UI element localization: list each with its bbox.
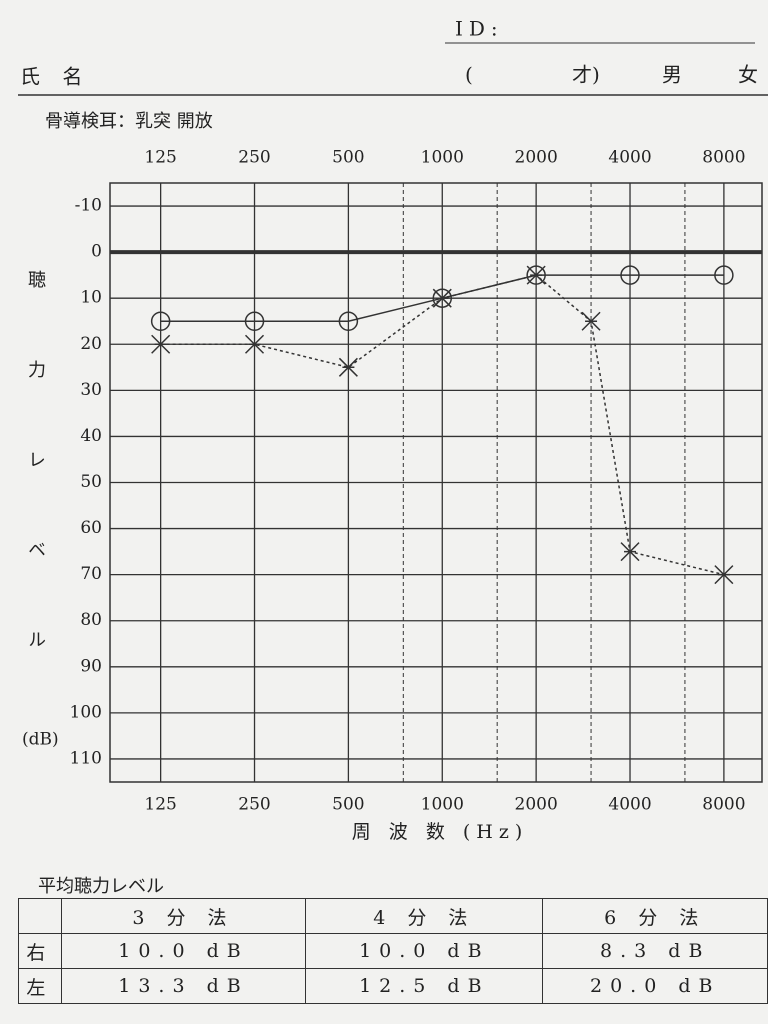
y-tick-label: 40 [80, 426, 102, 446]
x-tick-label-top: 1000 [421, 148, 464, 168]
cell: 13.3 dB [60, 968, 307, 1004]
y-tick-label: 90 [80, 656, 102, 676]
x-tick-label-top: 4000 [608, 148, 651, 168]
y-tick-label: 100 [70, 702, 102, 722]
y-tick-label: 110 [70, 748, 102, 768]
col-header: 4 分 法 [305, 898, 544, 934]
y-label-unit: (dB) [22, 730, 59, 750]
x-tick-label-top: 500 [332, 148, 364, 168]
y-tick-label: 50 [80, 472, 102, 492]
marker-cross [526, 265, 546, 285]
table-row: 左 13.3 dB 12.5 dB 20.0 dB [18, 968, 768, 1004]
table-title: 平均聴力レベル [38, 876, 164, 897]
marker-cross [244, 334, 265, 354]
marker-cross [620, 542, 640, 562]
cell: 8.3 dB [542, 933, 768, 969]
cell: 10.0 dB [305, 933, 544, 969]
id-label: ID: [455, 17, 504, 41]
cell: 12.5 dB [305, 968, 544, 1004]
x-tick-label: 2000 [515, 795, 558, 815]
y-tick-label: 30 [80, 380, 102, 400]
female: 女 [738, 63, 758, 87]
x-tick-label-top: 250 [238, 148, 270, 168]
y-tick-label: 20 [80, 334, 102, 354]
marker-cross [714, 565, 734, 585]
marker-circle [714, 265, 734, 285]
y-tick-label: 80 [80, 610, 102, 630]
male: 男 [662, 63, 682, 87]
marker-cross [432, 288, 452, 308]
marker-circle [338, 311, 359, 331]
corner-cell [18, 898, 62, 934]
x-tick-label: 250 [238, 795, 270, 815]
marker-circle [620, 265, 640, 285]
cell: 右 [18, 933, 62, 969]
y-tick-label: 70 [80, 564, 102, 584]
subtitle: 骨導検耳：乳突 開放 [45, 111, 213, 132]
chart: ID: 氏 名 ( 才) 男 女 骨導検耳：乳突 開放 聴力レベル (dB) 周… [18, 17, 768, 843]
x-label: 周 波 数 (Hz) [352, 821, 529, 843]
y-label: 聴力レベル [25, 270, 46, 720]
name-label: 氏 名 [20, 65, 90, 89]
table-header: 3 分 法 4 分 法 6 分 法 [18, 898, 768, 934]
marker-circle [432, 288, 453, 308]
x-tick-label: 8000 [702, 795, 745, 815]
y-tick-label: 0 [91, 242, 102, 262]
marker-cross [151, 334, 171, 354]
marker-cross [581, 311, 601, 331]
marker-circle [244, 311, 265, 331]
col-header: 3 分 法 [60, 898, 307, 934]
x-tick-label-top: 125 [144, 148, 176, 168]
col-header: 6 分 法 [542, 898, 768, 934]
age-open: ( [465, 63, 473, 87]
marker-cross [338, 357, 358, 377]
x-tick-label: 500 [332, 795, 364, 815]
x-tick-label: 4000 [608, 795, 651, 815]
table: 3 分 法 4 分 法 6 分 法 右 10.0 dB 10.0 dB 8.3 … [18, 898, 768, 1004]
series-line [160, 274, 725, 576]
y-tick-label: 10 [80, 288, 102, 308]
y-tick-label: -10 [75, 196, 102, 216]
age-close: 才) [572, 63, 600, 87]
cell: 10.0 dB [60, 933, 307, 969]
cell: 20.0 dB [542, 968, 768, 1004]
y-tick-label: 60 [80, 518, 102, 538]
x-tick-label: 125 [144, 795, 176, 815]
cell: 左 [18, 968, 62, 1004]
x-tick-label-top: 8000 [702, 148, 745, 168]
x-tick-label: 1000 [421, 795, 464, 815]
x-tick-label-top: 2000 [515, 148, 558, 168]
marker-circle [526, 265, 546, 285]
marker-circle [150, 311, 171, 331]
table-row: 右 10.0 dB 10.0 dB 8.3 dB [18, 933, 768, 969]
